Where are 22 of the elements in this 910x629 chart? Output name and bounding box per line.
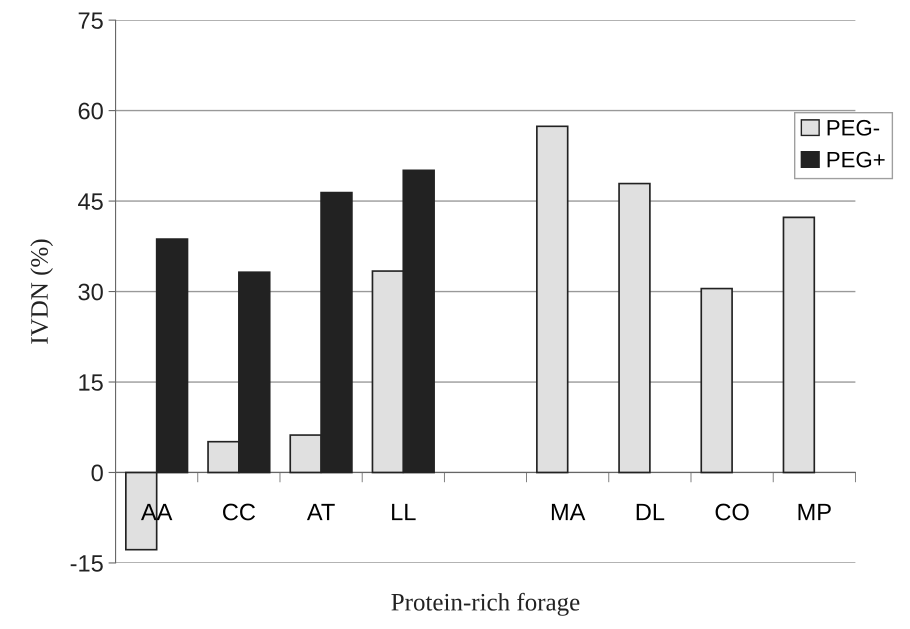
y-tick-label: 60 bbox=[78, 102, 103, 120]
x-tick-label: AT bbox=[306, 504, 335, 520]
y-tick-label: 15 bbox=[79, 374, 103, 391]
y-tick-label: 0 bbox=[92, 464, 103, 482]
legend-label: PEG+ bbox=[828, 152, 885, 168]
y-tick-label: -15 bbox=[70, 555, 103, 572]
bar bbox=[700, 288, 733, 474]
y-tick-label: 45 bbox=[78, 193, 103, 210]
y-axis-title: IVDN (%) bbox=[30, 240, 53, 344]
bar bbox=[618, 182, 651, 474]
y-tick-label: 30 bbox=[78, 284, 103, 300]
y-tick-label: 75 bbox=[78, 12, 103, 29]
x-tick-label: MA bbox=[552, 504, 586, 520]
bar bbox=[536, 125, 569, 474]
x-axis-title: Protein-rich forage bbox=[391, 592, 580, 616]
x-tick-label: CO bbox=[716, 504, 749, 520]
legend-label: PEG- bbox=[828, 120, 880, 136]
x-tick-label: MP bbox=[798, 504, 831, 520]
bar bbox=[782, 216, 816, 474]
x-tick-label: CC bbox=[223, 504, 256, 520]
x-tick-label: DL bbox=[636, 504, 664, 520]
x-tick-label: LL bbox=[392, 504, 416, 520]
